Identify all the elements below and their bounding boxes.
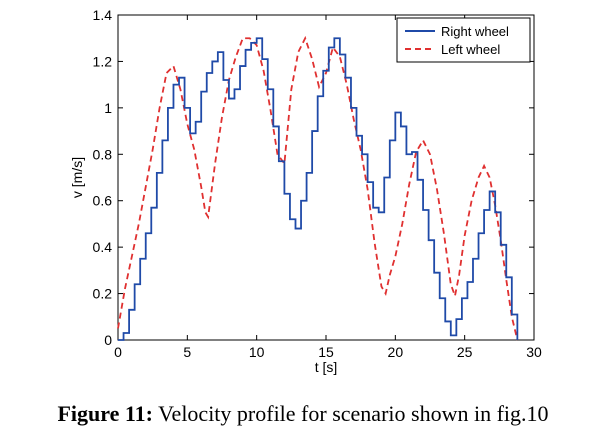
- x-tick-label: 15: [318, 344, 334, 360]
- chart-legend: Right wheel Left wheel: [396, 17, 531, 63]
- y-tick-label: 1: [104, 100, 112, 116]
- caption-label: Figure 11:: [57, 401, 153, 426]
- y-tick-label: 0: [104, 332, 112, 348]
- legend-label-left-wheel: Left wheel: [441, 42, 500, 57]
- x-tick-label: 30: [526, 344, 542, 360]
- series-line-left-wheel: [117, 35, 519, 341]
- y-tick-label: 0.6: [93, 193, 113, 209]
- x-tick-label: 0: [114, 344, 122, 360]
- axis-ticks: 0 5 10 15 20 25 30 0 0.2 0.4 0.6 0.8 1 1.2 1.4: [93, 7, 542, 360]
- y-axis-label: v [m/s]: [69, 157, 85, 198]
- y-tick-label: 0.8: [93, 146, 113, 162]
- x-tick-label: 20: [388, 344, 404, 360]
- legend-box: [396, 17, 531, 63]
- y-tick-label: 0.2: [93, 286, 113, 302]
- caption-text: Velocity profile for scenario shown in f…: [153, 401, 549, 426]
- y-tick-label: 0.4: [93, 239, 113, 255]
- y-tick-label: 1.2: [93, 53, 113, 69]
- x-tick-label: 5: [183, 344, 191, 360]
- plot-border: [117, 14, 535, 341]
- x-axis-label: t [s]: [315, 359, 338, 375]
- y-tick-label: 1.4: [93, 7, 113, 23]
- plot-frame: [117, 14, 535, 341]
- figure-caption: Figure 11: Velocity profile for scenario…: [0, 401, 606, 427]
- x-tick-label: 10: [249, 344, 265, 360]
- series-line-right-wheel: [118, 37, 519, 341]
- legend-label-right-wheel: Right wheel: [441, 24, 509, 39]
- series-layer: [117, 35, 519, 341]
- velocity-chart: 0 5 10 15 20 25 30 0 0.2 0.4 0.6 0.8 1 1.2 1.4 t [s] v…: [69, 7, 542, 375]
- x-tick-label: 25: [457, 344, 473, 360]
